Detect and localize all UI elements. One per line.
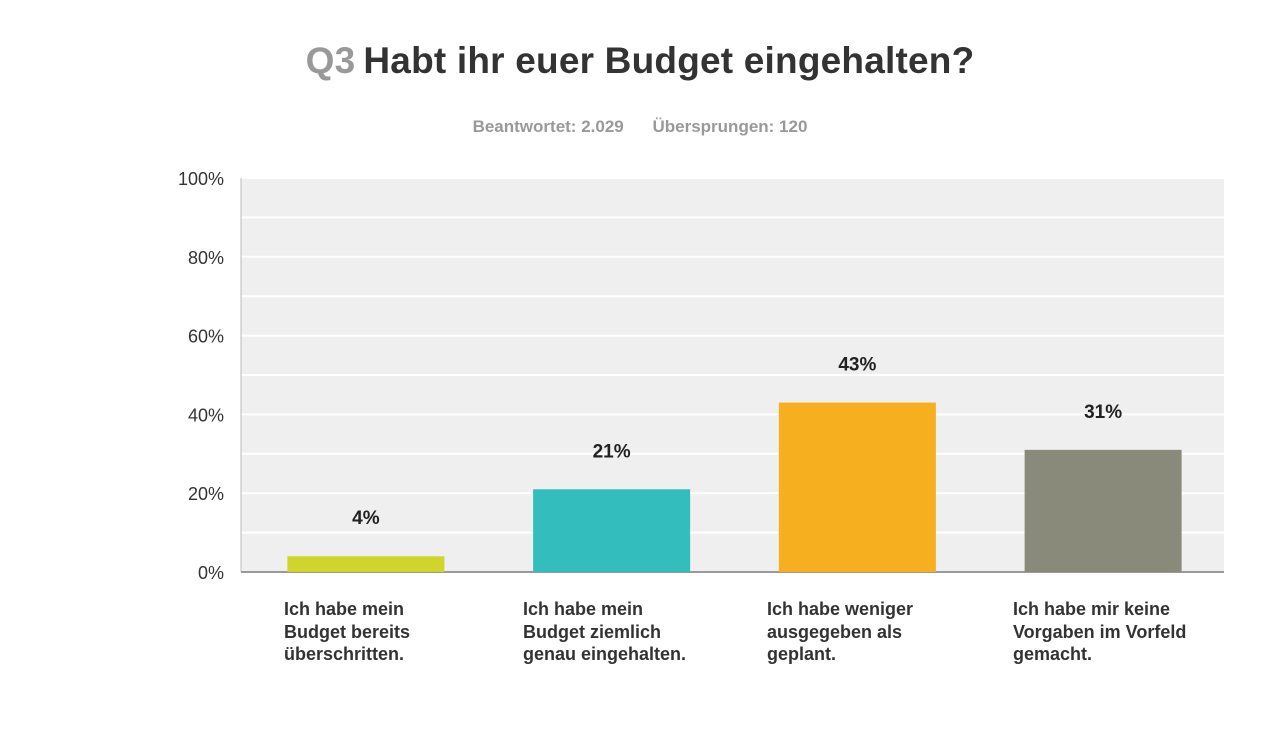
bar-value-label: 4%: [352, 508, 380, 529]
y-tick-label: 100%: [178, 169, 224, 189]
y-tick-label: 60%: [188, 327, 224, 347]
response-stats: Beantwortet: 2.029 Übersprungen: 120: [0, 117, 1280, 137]
skipped-count: Übersprungen: 120: [652, 117, 808, 136]
x-category-label: Ich habe weniger ausgegeben als geplant.: [767, 599, 914, 664]
bar: [778, 402, 936, 572]
question-title: Q3 Habt ihr euer Budget eingehalten?: [0, 40, 1280, 82]
bar: [287, 556, 445, 572]
bar: [1024, 449, 1182, 572]
y-tick-label: 40%: [188, 405, 224, 425]
x-category-label: Ich habe mir keine Vorgaben im Vorfeld g…: [1013, 599, 1187, 664]
bar-value-label: 21%: [593, 441, 631, 462]
bar-value-label: 31%: [1084, 402, 1122, 423]
y-tick-label: 80%: [188, 248, 224, 268]
bar: [533, 489, 691, 572]
bar-value-label: 43%: [838, 355, 876, 376]
x-category-label: Ich habe mein Budget bereits überschritt…: [284, 599, 411, 664]
x-category-label: Ich habe mein Budget ziemlich genau eing…: [523, 599, 687, 664]
y-tick-label: 20%: [188, 484, 224, 504]
answered-count: Beantwortet: 2.029: [472, 117, 624, 136]
y-tick-label: 0%: [198, 563, 224, 583]
question-number: Q3: [305, 40, 356, 81]
question-text: Habt ihr euer Budget eingehalten?: [363, 40, 975, 81]
